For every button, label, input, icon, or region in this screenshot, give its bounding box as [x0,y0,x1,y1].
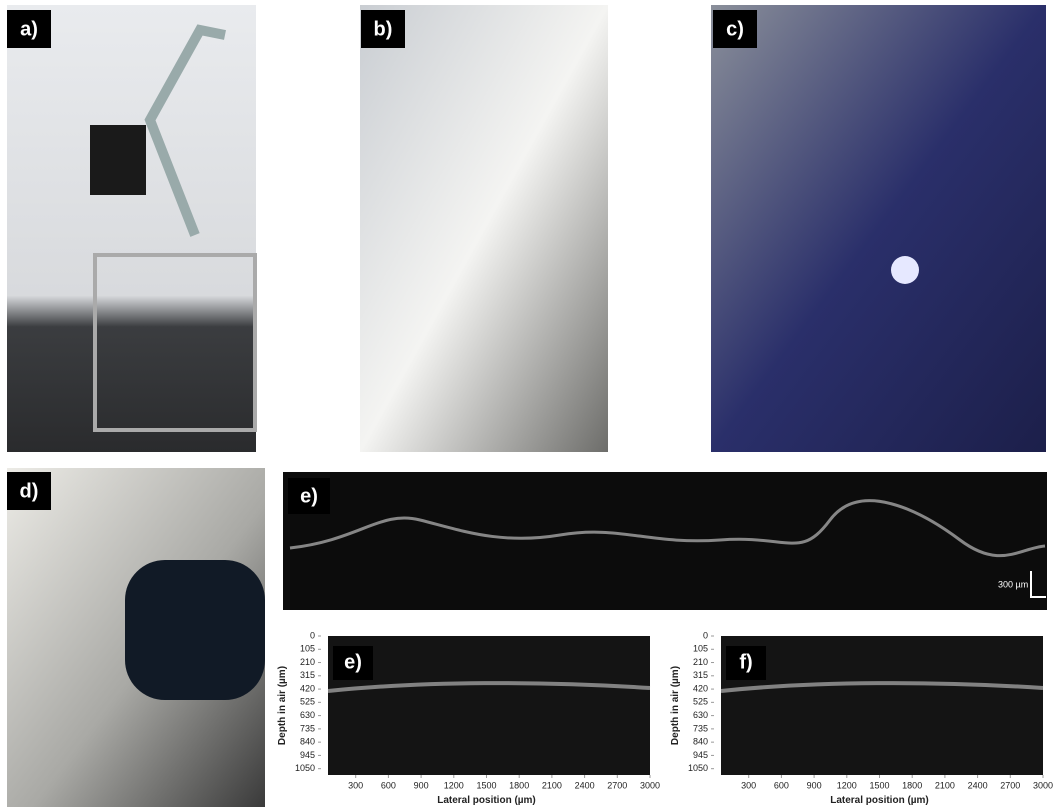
photo-a [7,5,256,452]
photo-b [360,5,608,452]
x-tick-label: 1500 [869,780,889,790]
photo-c [711,5,1046,452]
x-tick-label: 1200 [837,780,857,790]
x-tick-label: 2100 [542,780,562,790]
y-tick-label: 210 [300,657,315,667]
figure: 300 µm a) b) c) d) e) e) 0 105 210 315 420 525… [0,0,1053,807]
x-tick-label: 600 [381,780,396,790]
panel-label: a) [20,18,38,40]
x-tick-label: 900 [807,780,822,790]
oct-image [328,636,650,775]
panel-label: d) [20,480,39,502]
panel-label: b) [374,18,393,40]
y-tick-label: 0 [703,630,708,640]
y-tick-label: 0 [310,630,315,640]
x-tick-label: 1800 [902,780,922,790]
x-tick-label: 2400 [968,780,988,790]
y-tick-label: 630 [300,710,315,720]
panel-label: c) [726,18,744,40]
x-tick-label: 1200 [444,780,464,790]
x-tick-label: 2100 [935,780,955,790]
y-tick-label: 525 [300,697,315,707]
y-axis-label: Depth in air (µm) [277,666,288,745]
y-tick-label: 840 [300,737,315,747]
oct-image-wide [283,472,1047,610]
y-tick-label: 735 [300,723,315,733]
panel-label: e) [344,651,362,673]
x-axis-label: Lateral position (µm) [830,795,929,806]
y-tick-label: 630 [693,710,708,720]
y-tick-label: 105 [300,644,315,654]
y-tick-label: 420 [693,683,708,693]
y-tick-label: 210 [693,657,708,667]
panel-label: e) [300,485,318,507]
x-tick-label: 1800 [509,780,529,790]
y-tick-label: 735 [693,723,708,733]
y-tick-label: 945 [693,750,708,760]
y-tick-label: 840 [693,737,708,747]
y-tick-label: 420 [300,683,315,693]
y-tick-label: 105 [693,644,708,654]
x-tick-label: 600 [774,780,789,790]
device [125,560,265,700]
x-tick-label: 2700 [1000,780,1020,790]
y-tick-label: 525 [693,697,708,707]
y-tick-label: 945 [300,750,315,760]
x-tick-label: 900 [414,780,429,790]
x-tick-label: 3000 [640,780,660,790]
y-tick-label: 315 [693,670,708,680]
y-tick-label: 315 [300,670,315,680]
y-axis-label: Depth in air (µm) [670,666,681,745]
x-axis-label: Lateral position (µm) [437,795,536,806]
x-tick-label: 300 [741,780,756,790]
light [891,256,919,284]
x-tick-label: 2700 [607,780,627,790]
x-tick-label: 3000 [1033,780,1053,790]
x-tick-label: 2400 [575,780,595,790]
panel-label: f) [739,651,752,673]
x-tick-label: 300 [348,780,363,790]
monitor [90,125,146,195]
y-tick-label: 1050 [688,763,708,773]
x-tick-label: 1500 [476,780,496,790]
scale-bar-label: 300 µm [998,579,1028,589]
y-tick-label: 1050 [295,763,315,773]
oct-image [721,636,1043,775]
